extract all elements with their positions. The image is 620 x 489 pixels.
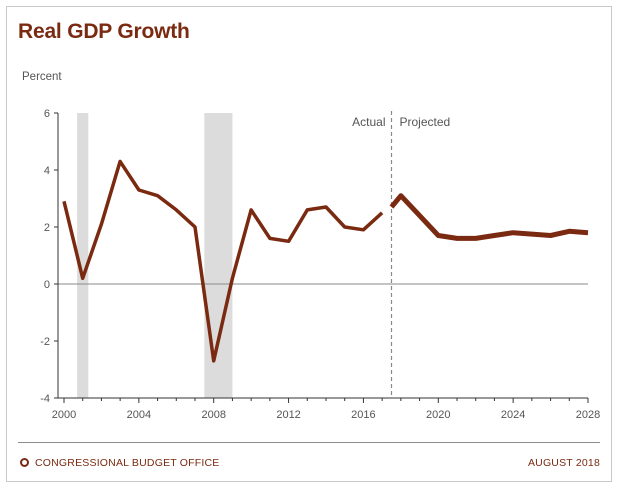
footer-divider (18, 442, 600, 443)
y-tick-label: 2 (44, 222, 50, 234)
y-tick-label: 4 (44, 165, 50, 177)
x-tick-label: 2020 (426, 409, 450, 421)
recession-band-1 (77, 113, 89, 398)
chart-title: Real GDP Growth (18, 20, 190, 43)
y-axis-label: Percent (22, 71, 62, 83)
y-tick-label: 6 (44, 108, 50, 120)
x-tick-label: 2028 (576, 409, 600, 421)
x-tick-label: 2024 (501, 409, 525, 421)
x-tick-label: 2000 (52, 409, 76, 421)
gdp-line-chart: -4 -2 0 2 4 6 2000 2004 2008 2012 2016 2020 2024 2028… (22, 71, 600, 421)
x-tick-label: 2016 (351, 409, 375, 421)
projected-gdp-line (389, 193, 589, 241)
chart-frame (6, 6, 612, 482)
actual-label: Actual (352, 115, 385, 129)
footer-date: AUGUST 2018 (527, 457, 600, 469)
y-tick-label: -4 (40, 393, 50, 405)
recession-band-2 (204, 113, 233, 398)
actual-gdp-line (62, 159, 384, 363)
x-tick-label: 2012 (276, 409, 300, 421)
y-tick-label: 0 (44, 279, 50, 291)
projected-label: Projected (400, 115, 451, 129)
y-tick-label: -2 (40, 336, 50, 348)
x-tick-label: 2004 (127, 409, 151, 421)
cbo-logo-icon (20, 458, 29, 467)
x-tick-label: 2008 (201, 409, 225, 421)
footer-org-name: CONGRESSIONAL BUDGET OFFICE (35, 457, 220, 469)
